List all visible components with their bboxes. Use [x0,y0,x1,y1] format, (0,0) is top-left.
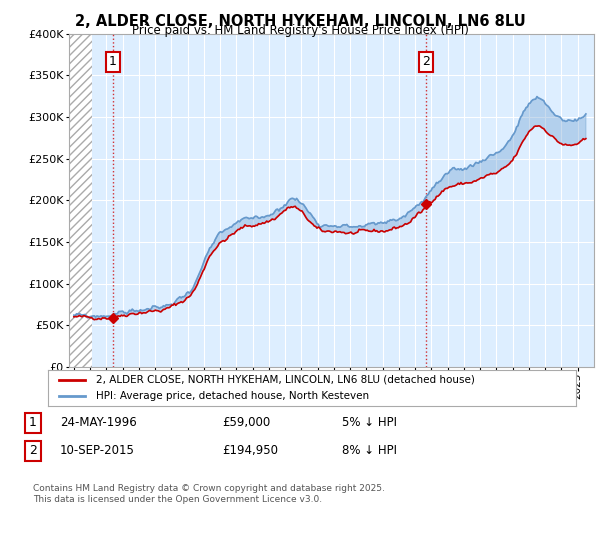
Text: 10-SEP-2015: 10-SEP-2015 [60,444,135,458]
Text: 24-MAY-1996: 24-MAY-1996 [60,416,137,430]
Text: 8% ↓ HPI: 8% ↓ HPI [342,444,397,458]
Text: 1: 1 [29,416,37,430]
Text: Contains HM Land Registry data © Crown copyright and database right 2025.
This d: Contains HM Land Registry data © Crown c… [33,484,385,504]
Bar [69,34,92,367]
Text: Price paid vs. HM Land Registry's House Price Index (HPI): Price paid vs. HM Land Registry's House … [131,24,469,37]
Bar [69,34,92,367]
Text: 2: 2 [29,444,37,458]
Text: HPI: Average price, detached house, North Kesteven: HPI: Average price, detached house, Nort… [95,391,368,401]
Text: £194,950: £194,950 [222,444,278,458]
Text: 1: 1 [109,55,116,68]
Text: £59,000: £59,000 [222,416,270,430]
Text: 2, ALDER CLOSE, NORTH HYKEHAM, LINCOLN, LN6 8LU: 2, ALDER CLOSE, NORTH HYKEHAM, LINCOLN, … [74,14,526,29]
Text: 2: 2 [422,55,430,68]
Text: 2, ALDER CLOSE, NORTH HYKEHAM, LINCOLN, LN6 8LU (detached house): 2, ALDER CLOSE, NORTH HYKEHAM, LINCOLN, … [95,375,475,385]
Text: 5% ↓ HPI: 5% ↓ HPI [342,416,397,430]
